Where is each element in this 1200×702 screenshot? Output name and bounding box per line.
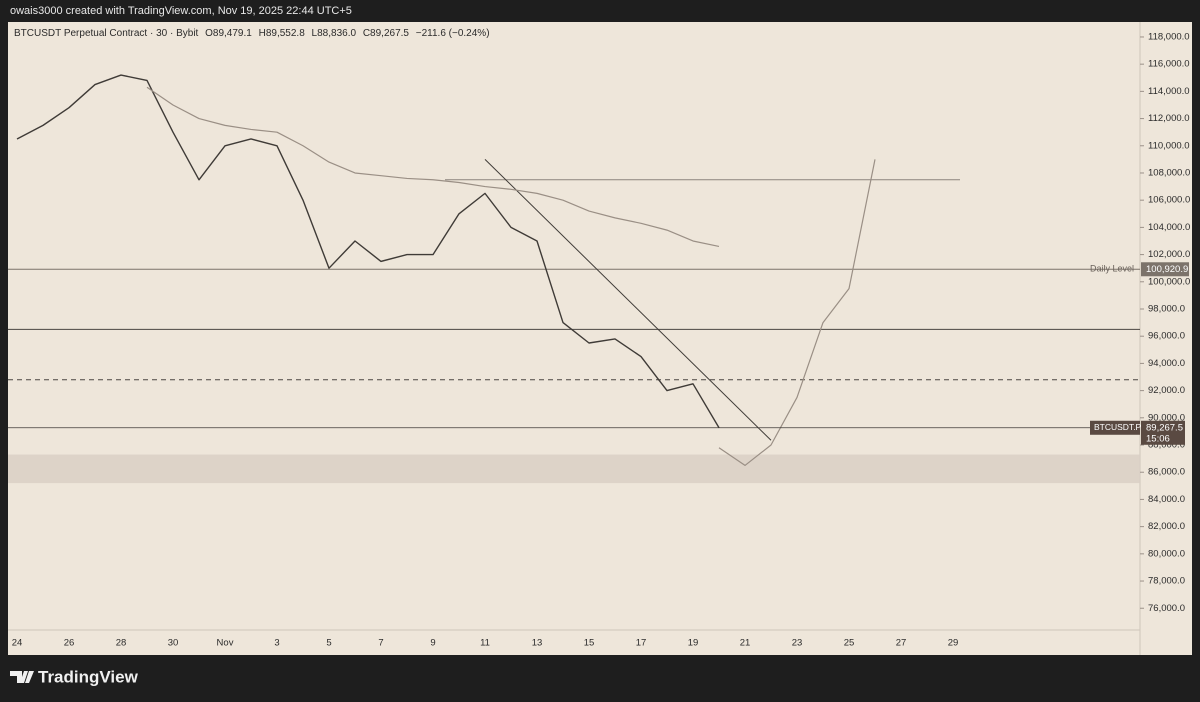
y-tick-label: 90,000.0 bbox=[1148, 412, 1185, 423]
x-tick-label: 30 bbox=[168, 638, 179, 649]
x-tick-label: 26 bbox=[64, 638, 75, 649]
trendline bbox=[484, 159, 772, 441]
y-tick-label: 110,000.0 bbox=[1148, 140, 1190, 151]
y-tick-label: 106,000.0 bbox=[1148, 195, 1190, 206]
price-line bbox=[718, 159, 876, 467]
branding: TradingView bbox=[38, 667, 139, 686]
price-line bbox=[16, 74, 720, 429]
y-tick-label: 104,000.0 bbox=[1148, 222, 1190, 233]
tradingview-logo: TradingView bbox=[10, 667, 139, 686]
y-tick-label: 76,000.0 bbox=[1148, 603, 1185, 614]
countdown: 15:06 bbox=[1146, 433, 1170, 444]
x-tick-label: Nov bbox=[217, 638, 234, 649]
x-tick-label: 25 bbox=[844, 638, 855, 649]
ohlc-low: L88,836.0 bbox=[312, 28, 357, 39]
attribution: owais3000 created with TradingView.com, … bbox=[10, 5, 352, 17]
y-tick-label: 80,000.0 bbox=[1148, 548, 1185, 559]
x-tick-label: 21 bbox=[740, 638, 751, 649]
x-tick-label: 5 bbox=[326, 638, 331, 649]
x-tick-label: 17 bbox=[636, 638, 647, 649]
y-tick-label: 92,000.0 bbox=[1148, 385, 1185, 396]
demand-zone bbox=[8, 454, 1140, 484]
x-tick-label: 24 bbox=[12, 638, 23, 649]
y-tick-label: 96,000.0 bbox=[1148, 331, 1185, 342]
symbol-title: BTCUSDT Perpetual Contract · 30 · Bybit bbox=[14, 28, 199, 39]
ohlc-close: C89,267.5 bbox=[363, 28, 410, 39]
x-tick-label: 3 bbox=[274, 638, 279, 649]
symbol-tag bbox=[1090, 420, 1140, 435]
daily-level-tag bbox=[1141, 262, 1189, 277]
symbol-label: BTCUSDT.P bbox=[1094, 422, 1142, 432]
ohlc-high: H89,552.8 bbox=[259, 28, 306, 39]
y-tick-label: 98,000.0 bbox=[1148, 304, 1185, 315]
y-tick-label: 82,000.0 bbox=[1148, 521, 1185, 532]
ohlc-open: O89,479.1 bbox=[205, 28, 252, 39]
x-tick-label: 9 bbox=[430, 638, 435, 649]
chart-title: BTCUSDT Perpetual Contract · 30 · Bybit … bbox=[14, 28, 490, 39]
y-tick-label: 102,000.0 bbox=[1148, 249, 1190, 260]
daily-level-label: Daily Level bbox=[1090, 264, 1134, 274]
x-tick-label: 23 bbox=[792, 638, 803, 649]
y-tick-label: 114,000.0 bbox=[1148, 86, 1190, 97]
daily-level-value: 100,920.9 bbox=[1146, 264, 1188, 275]
x-tick-label: 19 bbox=[688, 638, 699, 649]
y-tick-label: 108,000.0 bbox=[1148, 167, 1190, 178]
x-tick-label: 13 bbox=[532, 638, 543, 649]
logo-mark bbox=[10, 671, 34, 683]
last-price-value: 89,267.5 bbox=[1146, 422, 1183, 433]
price-change: −211.6 (−0.24%) bbox=[416, 28, 490, 39]
y-tick-label: 94,000.0 bbox=[1148, 358, 1185, 369]
price-line bbox=[146, 86, 720, 248]
y-tick-label: 78,000.0 bbox=[1148, 576, 1185, 587]
y-tick-label: 86,000.0 bbox=[1148, 467, 1185, 478]
y-tick-label: 100,000.0 bbox=[1148, 276, 1190, 287]
last-price-tag bbox=[1141, 420, 1185, 445]
y-tick-label: 84,000.0 bbox=[1148, 494, 1185, 505]
chart-area bbox=[8, 22, 1192, 655]
x-tick-label: 27 bbox=[896, 638, 907, 649]
x-tick-label: 28 bbox=[116, 638, 127, 649]
y-tick-label: 116,000.0 bbox=[1148, 59, 1190, 70]
y-tick-label: 118,000.0 bbox=[1148, 31, 1190, 42]
x-tick-label: 29 bbox=[948, 638, 959, 649]
y-tick-label: 88,000.0 bbox=[1148, 440, 1185, 451]
x-tick-label: 7 bbox=[378, 638, 383, 649]
x-tick-label: 15 bbox=[584, 638, 595, 649]
y-tick-label: 112,000.0 bbox=[1148, 113, 1190, 124]
x-tick-label: 11 bbox=[480, 638, 490, 649]
